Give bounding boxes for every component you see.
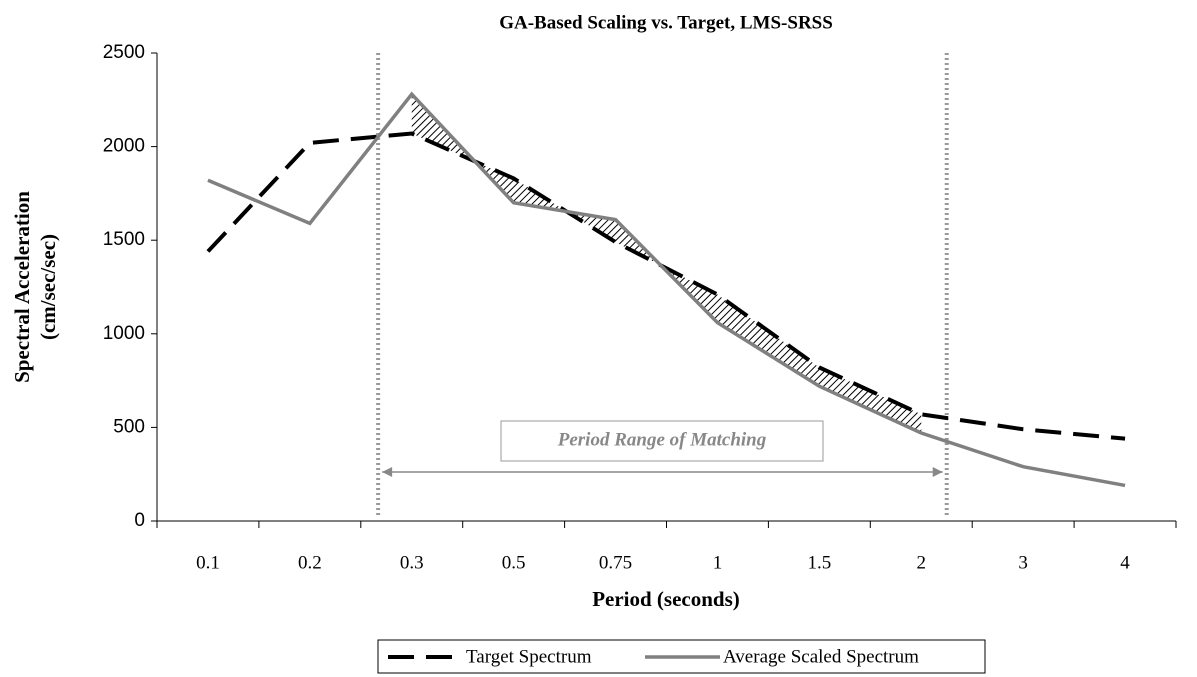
y-tick-label: 500 bbox=[113, 416, 145, 437]
x-tick-label: 1 bbox=[713, 552, 723, 573]
legend-label: Target Spectrum bbox=[466, 646, 592, 667]
x-tick-label: 0.3 bbox=[400, 552, 424, 573]
x-tick-label: 0.1 bbox=[196, 552, 220, 573]
x-axis-title: Period (seconds) bbox=[592, 587, 740, 611]
y-tick-label: 1500 bbox=[103, 229, 145, 250]
series-line bbox=[206, 131, 1126, 441]
y-tick-label: 0 bbox=[134, 510, 145, 531]
x-tick-label: 2 bbox=[917, 552, 927, 573]
hatched-area bbox=[411, 94, 922, 434]
x-tick-label: 0.75 bbox=[599, 552, 632, 573]
y-axis-title: (cm/sec/sec) bbox=[36, 234, 60, 340]
y-tick-label: 2500 bbox=[103, 42, 145, 63]
x-tick-label: 3 bbox=[1018, 552, 1028, 573]
y-axis-title: Spectral Acceleration bbox=[10, 191, 34, 383]
series-line bbox=[207, 91, 1126, 488]
x-tick-label: 0.2 bbox=[298, 552, 322, 573]
chart-title: GA-Based Scaling vs. Target, LMS-SRSS bbox=[499, 12, 833, 33]
x-tick-label: 0.5 bbox=[502, 552, 526, 573]
y-tick-label: 2000 bbox=[103, 136, 145, 157]
y-tick-label: 1000 bbox=[103, 323, 145, 344]
legend-label: Average Scaled Spectrum bbox=[723, 646, 919, 667]
x-tick-label: 4 bbox=[1120, 552, 1130, 573]
annotation-box bbox=[500, 420, 824, 462]
annotation: Period Range of Matching bbox=[557, 429, 766, 450]
x-tick-label: 1.5 bbox=[807, 552, 831, 573]
